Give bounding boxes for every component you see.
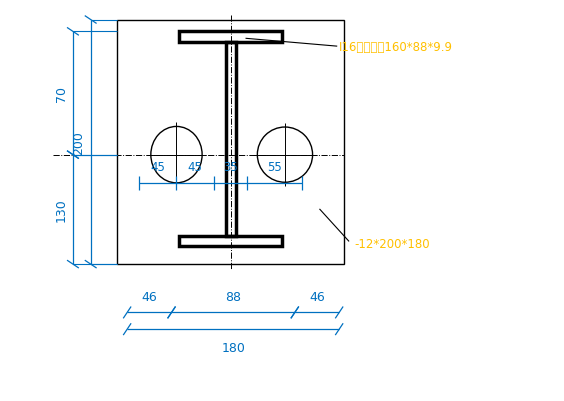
Text: 200: 200 [72,131,85,154]
Text: -12*200*180: -12*200*180 [354,237,430,250]
Text: 45: 45 [188,161,202,174]
Bar [226,43,236,236]
Text: 46: 46 [142,290,157,303]
Bar [117,20,344,264]
Text: 46: 46 [309,290,325,303]
Text: 55: 55 [267,161,282,174]
Text: 35: 35 [223,161,238,174]
Text: 45: 45 [150,161,165,174]
Text: 180: 180 [221,341,245,354]
Text: 130: 130 [55,198,68,222]
Text: 88: 88 [225,290,241,303]
Text: 70: 70 [55,86,68,102]
Bar [179,236,282,247]
Text: I16工字锂为160*88*9.9: I16工字锂为160*88*9.9 [339,41,453,53]
Bar [179,32,282,43]
